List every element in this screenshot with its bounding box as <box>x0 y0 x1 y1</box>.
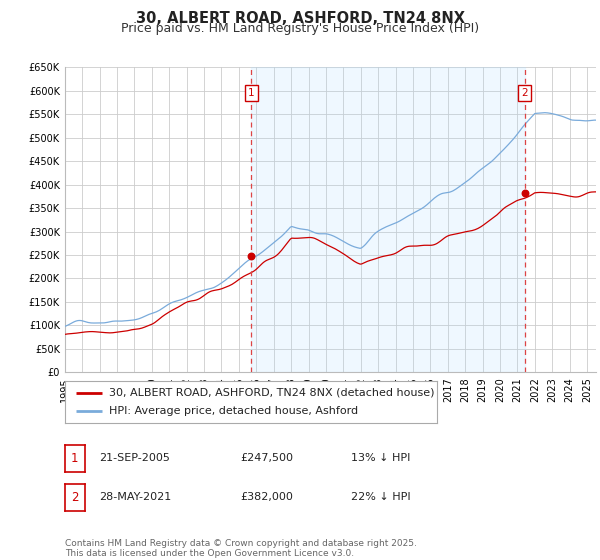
Text: £382,000: £382,000 <box>240 492 293 502</box>
Text: Price paid vs. HM Land Registry's House Price Index (HPI): Price paid vs. HM Land Registry's House … <box>121 22 479 35</box>
Text: 21-SEP-2005: 21-SEP-2005 <box>99 453 170 463</box>
Text: £247,500: £247,500 <box>240 453 293 463</box>
Text: 2: 2 <box>521 88 528 98</box>
Text: 30, ALBERT ROAD, ASHFORD, TN24 8NX: 30, ALBERT ROAD, ASHFORD, TN24 8NX <box>136 11 464 26</box>
Text: 1: 1 <box>71 451 79 465</box>
Text: 28-MAY-2021: 28-MAY-2021 <box>99 492 171 502</box>
Text: 30, ALBERT ROAD, ASHFORD, TN24 8NX (detached house): 30, ALBERT ROAD, ASHFORD, TN24 8NX (deta… <box>109 388 435 398</box>
Text: HPI: Average price, detached house, Ashford: HPI: Average price, detached house, Ashf… <box>109 406 359 416</box>
Text: Contains HM Land Registry data © Crown copyright and database right 2025.
This d: Contains HM Land Registry data © Crown c… <box>65 539 416 558</box>
Point <box>247 251 256 260</box>
Point <box>520 189 529 198</box>
Bar <box>251 67 524 372</box>
Text: 2: 2 <box>71 491 79 504</box>
Text: 13% ↓ HPI: 13% ↓ HPI <box>351 453 410 463</box>
Text: 1: 1 <box>248 88 255 98</box>
Text: 22% ↓ HPI: 22% ↓ HPI <box>351 492 410 502</box>
